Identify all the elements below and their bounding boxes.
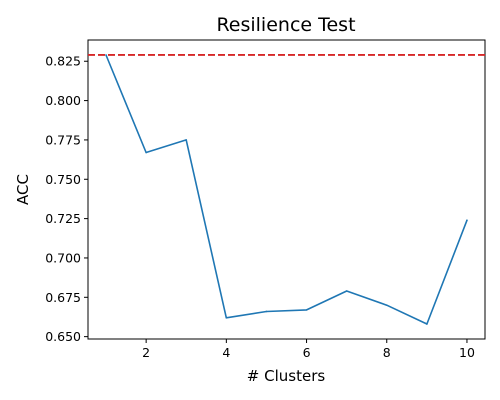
y-axis-label: ACC xyxy=(14,174,32,205)
x-tick-label: 10 xyxy=(459,345,475,360)
data-point xyxy=(345,290,348,292)
data-point xyxy=(265,310,268,313)
plot-frame xyxy=(87,39,486,340)
y-tick-label: 0.750 xyxy=(45,172,81,187)
data-point xyxy=(225,316,228,319)
y-tick-label: 0.825 xyxy=(45,54,81,69)
x-tick-label: 8 xyxy=(383,345,391,360)
data-point xyxy=(426,323,428,325)
data-points xyxy=(105,54,468,325)
y-axis-ticks: 0.650 0.675 0.700 0.725 0.750 0.775 0.800 0.825 xyxy=(45,54,88,344)
y-tick-label: 0.700 xyxy=(45,250,81,265)
x-axis-ticks: 2 4 6 8 10 xyxy=(142,339,475,360)
x-tick-label: 2 xyxy=(142,345,150,360)
chart-title: Resilience Test xyxy=(216,14,355,36)
x-axis-label: # Clusters xyxy=(247,367,326,385)
data-point xyxy=(466,219,468,221)
data-point xyxy=(305,309,308,311)
data-point xyxy=(145,151,147,154)
x-tick-label: 6 xyxy=(303,345,311,360)
y-tick-label: 0.775 xyxy=(45,132,81,147)
y-tick-label: 0.675 xyxy=(45,290,81,305)
data-point xyxy=(385,304,388,306)
y-tick-label: 0.650 xyxy=(45,329,81,344)
series-line xyxy=(105,54,468,325)
y-tick-label: 0.725 xyxy=(45,211,81,226)
x-tick-label: 4 xyxy=(222,345,230,360)
y-tick-label: 0.800 xyxy=(45,93,81,108)
data-point xyxy=(185,139,188,141)
data-point xyxy=(105,54,107,56)
